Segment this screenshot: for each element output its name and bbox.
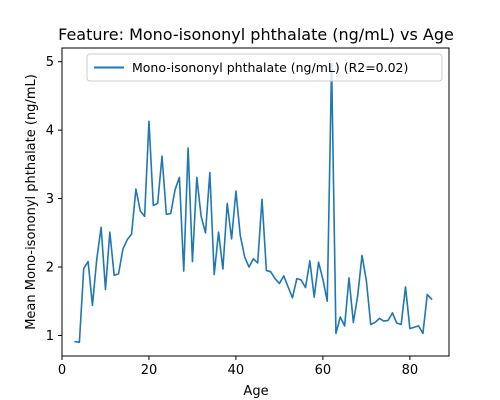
y-tick-label: 5 — [46, 55, 54, 70]
x-tick-label: 60 — [315, 363, 332, 378]
legend-label: Mono-isononyl phthalate (ng/mL) (R2=0.02… — [132, 60, 408, 75]
plot-frame — [62, 48, 449, 356]
y-tick-label: 1 — [46, 329, 54, 344]
x-axis-title: Age — [243, 384, 268, 399]
y-tick-label: 3 — [46, 192, 54, 207]
x-axis: 0 20 40 60 80 — [58, 356, 418, 378]
series-line — [75, 64, 432, 343]
y-axis-title: Mean Mono-isononyl phthalate (ng/mL) — [24, 74, 39, 330]
chart-title: Feature: Mono-isononyl phthalate (ng/mL)… — [58, 25, 454, 44]
legend: Mono-isononyl phthalate (ng/mL) (R2=0.02… — [87, 54, 442, 81]
x-tick-label: 40 — [228, 363, 245, 378]
x-tick-label: 80 — [402, 363, 419, 378]
plot-area — [75, 64, 432, 343]
y-axis: 1 2 3 4 5 — [46, 55, 62, 344]
y-tick-label: 2 — [46, 261, 54, 276]
y-tick-label: 4 — [46, 124, 54, 139]
x-tick-label: 20 — [141, 363, 158, 378]
x-tick-label: 0 — [58, 363, 66, 378]
